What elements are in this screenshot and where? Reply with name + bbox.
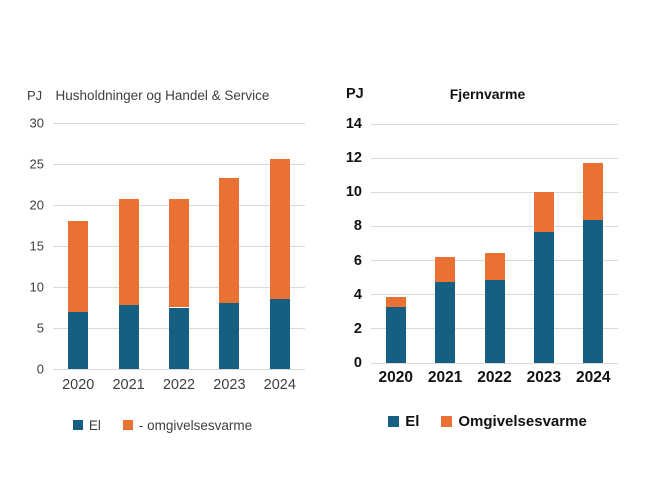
- bar-segment-omgivelsesvarme: [269, 159, 290, 300]
- x-tick-label: 2024: [576, 369, 611, 386]
- bar-segment-el: [533, 231, 554, 363]
- y-tick-label: 4: [353, 286, 362, 303]
- plot-area: [371, 123, 618, 364]
- legend-swatch-el: [72, 420, 83, 430]
- husholdninger-chart: PJ Husholdninger og Handel & Service El -…: [0, 88, 325, 435]
- legend: El - omgivelsesvarme: [0, 415, 325, 435]
- x-tick-label: 2020: [378, 369, 413, 386]
- bar-segment-omgivelsesvarme: [385, 297, 406, 307]
- y-tick-label: 20: [29, 197, 44, 213]
- x-tick-label: 2020: [62, 377, 95, 393]
- chart-title: Fjernvarme: [449, 86, 526, 102]
- x-tick-label: 2021: [112, 377, 145, 393]
- y-tick-label: 12: [345, 149, 362, 166]
- gridline: [371, 191, 618, 193]
- x-tick-label: 2022: [477, 369, 512, 386]
- legend-item-omgivelsesvarme: - omgivelsesvarme: [122, 417, 253, 433]
- x-tick-label: 2022: [162, 377, 196, 393]
- y-tick-label: 0: [36, 361, 44, 377]
- bar-segment-el: [484, 280, 505, 363]
- bar-segment-el: [583, 219, 604, 363]
- chart-title: Husholdninger og Handel & Service: [55, 88, 270, 103]
- y-tick-label: 2: [353, 320, 362, 337]
- legend-item-el: El: [388, 413, 419, 430]
- legend-label-el: El: [88, 417, 101, 433]
- x-tick-label: 2023: [526, 369, 562, 386]
- y-tick-label: 10: [345, 184, 362, 201]
- bar-segment-el: [269, 299, 290, 369]
- y-tick-label: 6: [353, 252, 362, 269]
- bar-segment-el: [169, 307, 189, 369]
- bar-segment-omgivelsesvarme: [484, 252, 505, 281]
- legend-swatch-omgivelsesvarme: [441, 415, 453, 427]
- legend-label-omgivelsesvarme: - omgivelsesvarme: [138, 417, 253, 433]
- plot-area: [53, 122, 305, 370]
- legend-item-omgivelsesvarme: Omgivelsesvarme: [441, 412, 587, 430]
- y-tick-label: 10: [29, 279, 44, 295]
- legend: El Omgivelsesvarme: [325, 410, 650, 432]
- y-tick-label: 8: [353, 218, 362, 235]
- y-tick-label: 5: [36, 320, 44, 336]
- legend-swatch-omgivelsesvarme: [122, 420, 133, 430]
- legend-label-el: El: [405, 412, 420, 430]
- x-tick-label: 2023: [213, 377, 246, 393]
- bar-segment-omgivelsesvarme: [435, 257, 456, 282]
- gridline: [53, 122, 305, 124]
- bar-segment-el: [68, 311, 89, 369]
- gridline: [371, 225, 618, 227]
- x-tick-label: 2021: [427, 369, 463, 386]
- y-tick-label: 0: [353, 354, 362, 371]
- legend-label-omgivelsesvarme: Omgivelsesvarme: [458, 412, 587, 430]
- fjernvarme-chart: PJ Fjernvarme El Omgivelsesvarme 0 2 4 6 8 10 1…: [325, 0, 650, 500]
- legend-item-el: El: [72, 417, 101, 433]
- x-tick-label: 2024: [263, 377, 296, 393]
- bar-segment-omgivelsesvarme: [219, 177, 240, 303]
- bar-segment-omgivelsesvarme: [68, 220, 89, 312]
- bar-segment-omgivelsesvarme: [583, 163, 604, 220]
- gridline: [371, 362, 618, 364]
- gridline: [53, 163, 305, 165]
- gridline: [371, 157, 618, 159]
- bar-segment-el: [435, 281, 456, 363]
- gridline: [53, 368, 305, 370]
- bar-segment-omgivelsesvarme: [533, 192, 554, 232]
- bar-segment-el: [385, 306, 406, 363]
- bar-segment-el: [219, 302, 240, 369]
- y-tick-label: 15: [29, 238, 44, 254]
- y-axis-unit-label: PJ: [346, 86, 364, 102]
- bar-segment-el: [118, 305, 139, 369]
- y-tick-label: 25: [29, 156, 44, 172]
- y-axis-unit-label: PJ: [27, 88, 43, 103]
- legend-swatch-el: [388, 415, 400, 427]
- y-tick-label: 30: [29, 115, 44, 131]
- bar-segment-omgivelsesvarme: [118, 199, 139, 306]
- gridline: [371, 123, 618, 125]
- y-tick-label: 14: [345, 115, 362, 132]
- bar-segment-omgivelsesvarme: [169, 199, 189, 308]
